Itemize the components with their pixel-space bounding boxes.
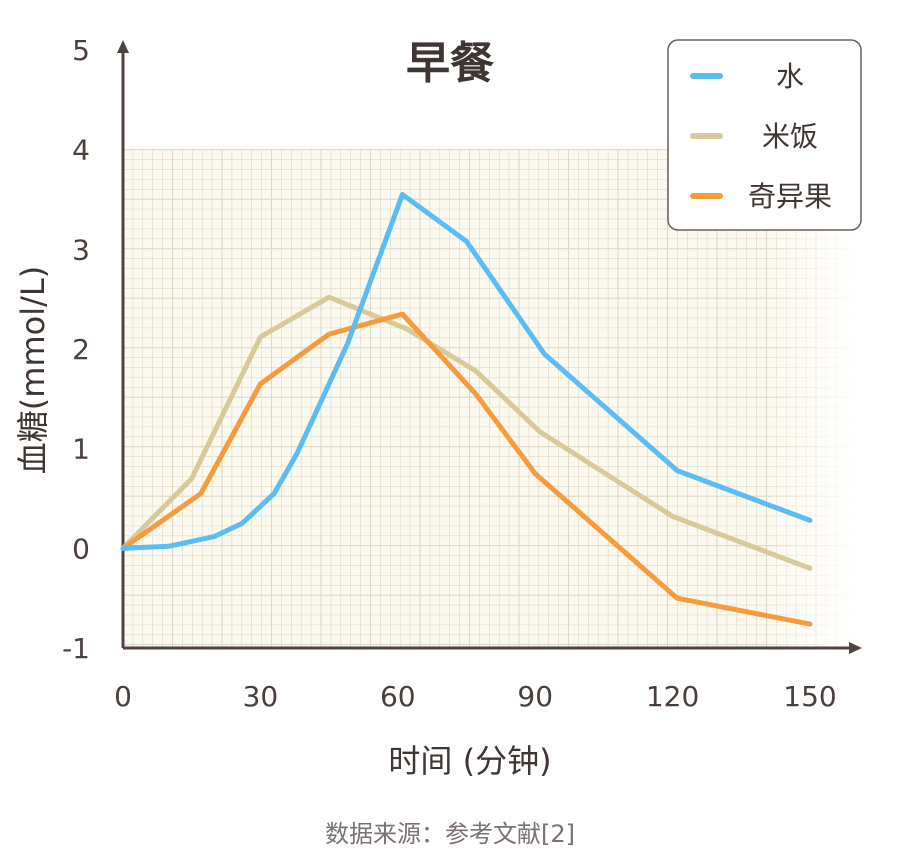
y-tick-label: 1	[72, 433, 90, 466]
legend-box	[667, 39, 862, 231]
legend-label-0: 水	[776, 60, 804, 93]
x-tick-label: 120	[646, 680, 699, 713]
x-tick-label: 60	[380, 680, 416, 713]
y-tick-label: 4	[72, 134, 90, 167]
grid-fade	[123, 149, 850, 648]
series-line-1	[120, 294, 813, 571]
y-tick-label: 3	[72, 233, 90, 266]
series-line-0	[120, 192, 813, 551]
y-tick-label: 0	[72, 532, 90, 565]
chart-title: 早餐	[406, 38, 494, 89]
y-axis-arrow-icon	[117, 40, 129, 53]
x-tick-label: 0	[114, 680, 132, 713]
y-tick-label: 2	[72, 333, 90, 366]
data-source-note: 数据来源：参考文献[2]	[325, 820, 575, 848]
legend-label-2: 奇异果	[748, 180, 832, 213]
y-tick-label: 5	[72, 34, 90, 67]
x-axis-label: 时间 (分钟)	[388, 742, 551, 780]
series-line-2	[120, 311, 813, 627]
x-tick-labels: 0 30 60 90 120 150	[114, 680, 837, 713]
x-tick-label: 90	[517, 680, 553, 713]
series-lines	[120, 192, 813, 627]
legend-label-1: 米饭	[762, 120, 818, 153]
x-tick-label: 150	[783, 680, 836, 713]
y-axis-label: 血糖(mmol/L)	[14, 266, 52, 474]
y-tick-labels: -1 0 1 2 3 4 5	[62, 34, 90, 665]
y-tick-label: -1	[62, 632, 90, 665]
x-axis-arrow-icon	[849, 642, 862, 654]
x-tick-label: 30	[243, 680, 279, 713]
